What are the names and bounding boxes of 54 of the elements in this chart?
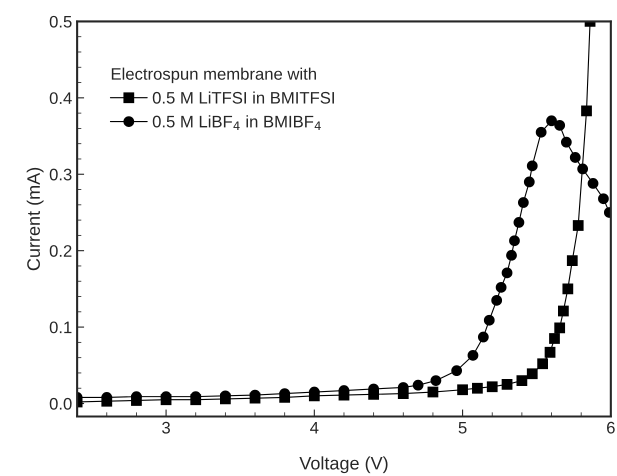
y-tick-label: 0.4 xyxy=(50,92,72,104)
y-tick-label: 0.3 xyxy=(50,168,72,180)
point xyxy=(478,332,489,342)
point xyxy=(468,350,478,361)
point xyxy=(554,120,566,131)
x-tick-label: 6 xyxy=(607,422,615,434)
x-tick-label: 3 xyxy=(162,422,170,434)
point xyxy=(472,382,483,394)
y-tick-label: 0.1 xyxy=(50,321,72,334)
point xyxy=(560,136,572,148)
x-tick-label: 4 xyxy=(310,422,318,434)
point xyxy=(502,267,512,278)
point xyxy=(549,333,560,344)
point xyxy=(516,375,528,386)
point xyxy=(536,126,547,138)
point xyxy=(524,176,535,188)
point xyxy=(491,294,502,306)
x-axis-title: Voltage (V) xyxy=(299,456,388,474)
point xyxy=(570,152,581,163)
point xyxy=(484,314,495,326)
point xyxy=(486,381,498,392)
x-tick-label: 5 xyxy=(458,422,467,434)
point xyxy=(506,250,517,261)
legend-title: Electrospun membrane with xyxy=(112,68,316,84)
point xyxy=(537,358,548,370)
point xyxy=(566,255,578,266)
point xyxy=(457,384,468,396)
point xyxy=(554,322,566,334)
point xyxy=(577,164,588,174)
y-tick-label: 0.5 xyxy=(50,16,72,28)
point xyxy=(496,282,507,293)
y-tick-label: 0.0 xyxy=(50,398,72,410)
y-tick-label: 0.2 xyxy=(50,245,72,257)
legend-label: 0.5 M LiTFSI in BMITFSI xyxy=(152,91,334,104)
point xyxy=(526,160,538,172)
point xyxy=(430,375,442,386)
point xyxy=(451,365,462,376)
point xyxy=(509,235,520,246)
point xyxy=(562,284,574,294)
point xyxy=(518,197,529,208)
point xyxy=(428,386,438,398)
y-axis-title: Current (mA) xyxy=(26,168,44,270)
point xyxy=(558,306,569,316)
point xyxy=(544,346,556,358)
point xyxy=(526,368,538,380)
legend-label: 0.5 M LiBF$_{4}$ in BMIBF$_{4}$ xyxy=(152,115,321,130)
point xyxy=(588,178,598,189)
point xyxy=(598,193,609,204)
point xyxy=(546,115,557,126)
point xyxy=(514,217,524,228)
point xyxy=(572,220,584,231)
point xyxy=(412,380,424,391)
point xyxy=(581,105,592,116)
point xyxy=(502,379,512,390)
